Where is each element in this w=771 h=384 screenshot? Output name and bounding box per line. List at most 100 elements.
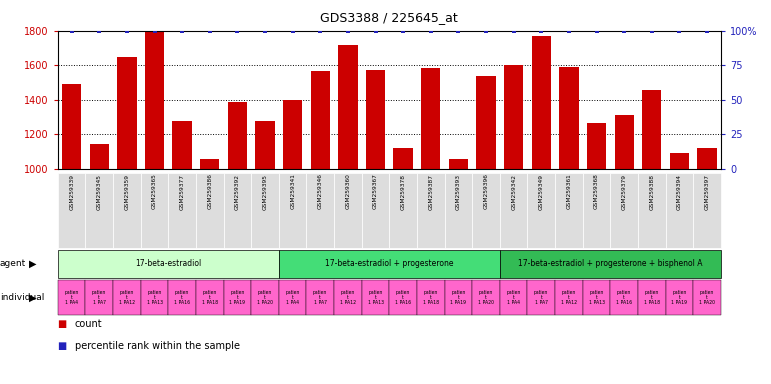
Text: GSM259386: GSM259386 [207,174,212,209]
Bar [173,121,192,169]
Text: GSM259395: GSM259395 [263,174,268,210]
Text: GSM259359: GSM259359 [124,174,130,210]
Text: patien
t
1 PA19: patien t 1 PA19 [672,290,688,306]
Text: patien
t
1 PA12: patien t 1 PA12 [561,290,577,306]
Text: GSM259387: GSM259387 [429,174,433,210]
Text: individual: individual [0,293,45,302]
Text: GSM259378: GSM259378 [401,174,406,210]
Point [645,28,658,35]
Point [93,28,106,35]
Bar [338,45,358,169]
Bar [642,90,662,169]
Text: patien
t
1 PA18: patien t 1 PA18 [202,290,218,306]
Point [480,28,492,35]
Text: GSM259365: GSM259365 [152,174,157,209]
Bar [145,33,164,169]
Bar [227,103,247,169]
Point [618,28,631,35]
Text: patien
t
1 PA19: patien t 1 PA19 [230,290,245,306]
Point [535,28,547,35]
Text: GSM259342: GSM259342 [511,174,516,210]
Text: patien
t
1 PA20: patien t 1 PA20 [478,290,494,306]
Text: GSM259397: GSM259397 [705,174,709,210]
Point [425,28,437,35]
Text: GSM259379: GSM259379 [621,174,627,210]
Text: ▶: ▶ [29,293,37,303]
Point [701,28,713,35]
Text: GSM259393: GSM259393 [456,174,461,210]
Point [591,28,603,35]
Bar [421,68,440,169]
Bar [393,148,412,169]
Point [176,28,188,35]
Text: patien
t
1 PA18: patien t 1 PA18 [423,290,439,306]
Text: 17-beta-estradiol: 17-beta-estradiol [135,260,201,268]
Text: GSM259339: GSM259339 [69,174,74,210]
Bar [449,159,468,169]
Text: patien
t
1 PA4: patien t 1 PA4 [507,290,521,306]
Text: GSM259367: GSM259367 [373,174,378,209]
Text: GSM259341: GSM259341 [290,174,295,209]
Bar [698,148,717,169]
Bar [283,100,302,169]
Text: patien
t
1 PA20: patien t 1 PA20 [699,290,715,306]
Bar [311,71,330,169]
Text: patien
t
1 PA4: patien t 1 PA4 [285,290,300,306]
Text: 17-beta-estradiol + progesterone + bisphenol A: 17-beta-estradiol + progesterone + bisph… [518,260,702,268]
Point [259,28,271,35]
Text: patien
t
1 PA16: patien t 1 PA16 [174,290,190,306]
Point [342,28,354,35]
Point [231,28,244,35]
Text: patien
t
1 PA20: patien t 1 PA20 [257,290,273,306]
Text: agent: agent [0,260,26,268]
Text: ■: ■ [58,341,70,351]
Point [204,28,216,35]
Bar [614,115,634,169]
Bar [670,152,689,169]
Text: patien
t
1 PA13: patien t 1 PA13 [588,290,604,306]
Text: GSM259388: GSM259388 [649,174,655,210]
Bar [200,159,220,169]
Point [673,28,685,35]
Bar [587,123,606,169]
Bar [559,67,578,169]
Text: patien
t
1 PA18: patien t 1 PA18 [644,290,660,306]
Text: GSM259394: GSM259394 [677,174,682,210]
Point [287,28,299,35]
Text: GDS3388 / 225645_at: GDS3388 / 225645_at [321,12,458,25]
Bar [62,84,81,169]
Text: ■: ■ [58,319,70,329]
Text: patien
t
1 PA7: patien t 1 PA7 [534,290,548,306]
Text: count: count [75,319,103,329]
Bar [366,70,386,169]
Text: patien
t
1 PA12: patien t 1 PA12 [340,290,356,306]
Text: patien
t
1 PA19: patien t 1 PA19 [450,290,466,306]
Bar [532,36,551,169]
Point [314,28,326,35]
Text: patien
t
1 PA7: patien t 1 PA7 [313,290,328,306]
Text: patien
t
1 PA12: patien t 1 PA12 [119,290,135,306]
Point [66,28,78,35]
Text: patien
t
1 PA16: patien t 1 PA16 [395,290,411,306]
Text: ▶: ▶ [29,259,37,269]
Point [369,28,382,35]
Text: GSM259377: GSM259377 [180,174,184,210]
Text: GSM259349: GSM259349 [539,174,544,210]
Text: GSM259392: GSM259392 [235,174,240,210]
Text: GSM259346: GSM259346 [318,174,323,209]
Text: 17-beta-estradiol + progesterone: 17-beta-estradiol + progesterone [325,260,453,268]
Text: GSM259360: GSM259360 [345,174,350,209]
Text: GSM259396: GSM259396 [483,174,489,209]
Point [563,28,575,35]
Text: patien
t
1 PA13: patien t 1 PA13 [146,290,163,306]
Text: patien
t
1 PA16: patien t 1 PA16 [616,290,632,306]
Text: percentile rank within the sample: percentile rank within the sample [75,341,240,351]
Bar [117,56,136,169]
Point [148,28,160,35]
Text: patien
t
1 PA7: patien t 1 PA7 [92,290,106,306]
Bar [476,76,496,169]
Point [453,28,465,35]
Text: GSM259368: GSM259368 [594,174,599,209]
Point [121,28,133,35]
Bar [255,121,274,169]
